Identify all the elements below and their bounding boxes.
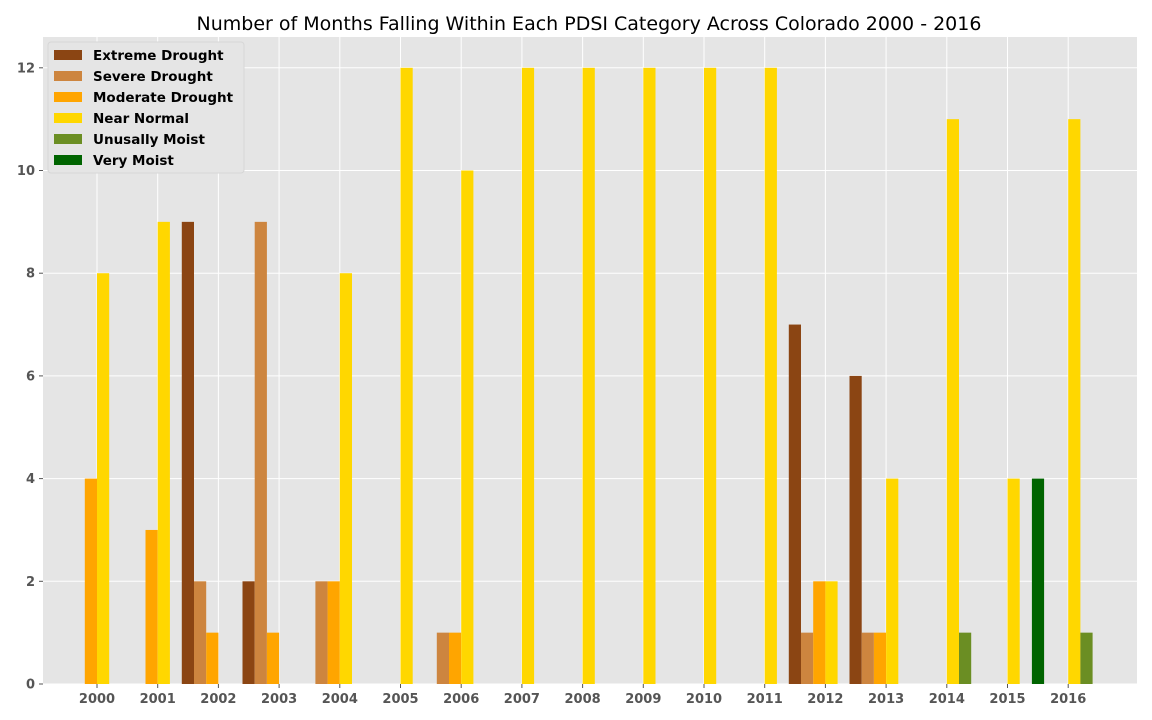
bar-severe-drought-2006 <box>436 632 449 684</box>
y-tick-label: 4 <box>26 472 35 487</box>
y-tick-label: 8 <box>26 267 35 282</box>
bar-moderate-drought-2013 <box>873 632 887 684</box>
legend-swatch <box>54 92 82 102</box>
bar-severe-drought-2004 <box>315 581 328 684</box>
bar-near-normal-2001 <box>157 221 170 684</box>
bar-severe-drought-2013 <box>861 632 874 684</box>
x-tick-label: 2016 <box>1050 692 1086 707</box>
legend-swatch <box>54 134 82 144</box>
x-tick-label: 2006 <box>443 692 479 707</box>
x-tick-label: 2003 <box>261 692 297 707</box>
legend-label: Near Normal <box>93 111 189 127</box>
bar-moderate-drought-2004 <box>327 581 340 684</box>
y-tick-label: 12 <box>17 61 35 76</box>
legend-label: Moderate Drought <box>93 90 234 106</box>
bar-near-normal-2005 <box>400 67 413 685</box>
bar-moderate-drought-2006 <box>449 632 462 684</box>
y-tick-label: 0 <box>26 678 35 693</box>
legend-label: Unusally Moist <box>93 132 205 148</box>
bar-near-normal-2011 <box>764 67 777 685</box>
legend-label: Extreme Drought <box>93 48 224 64</box>
bar-near-normal-2006 <box>461 170 474 684</box>
bar-moderate-drought-2012 <box>813 581 826 684</box>
legend-box <box>47 41 245 174</box>
bar-near-normal-2010 <box>704 67 717 685</box>
bar-moderate-drought-2002 <box>206 632 219 684</box>
bar-near-normal-2015 <box>1007 478 1020 684</box>
x-tick-label: 2001 <box>140 692 176 707</box>
bar-near-normal-2004 <box>339 273 352 684</box>
x-tick-label: 2011 <box>747 692 783 707</box>
x-tick-label: 2007 <box>504 692 540 707</box>
x-tick-label: 2009 <box>625 692 661 707</box>
legend-swatch <box>54 71 82 81</box>
bar-near-normal-2016 <box>1068 119 1081 684</box>
x-tick-label: 2004 <box>322 692 358 707</box>
legend: Extreme Drought Severe Drought Moderate Dr… <box>47 41 245 174</box>
bar-moderate-drought-2001 <box>145 529 158 684</box>
bar-near-normal-2009 <box>643 67 656 685</box>
bar-extreme-drought-2002 <box>181 221 194 684</box>
x-tick-label: 2014 <box>929 692 965 707</box>
legend-label: Very Moist <box>93 153 174 169</box>
y-tick-label: 6 <box>26 369 35 384</box>
bar-extreme-drought-2012 <box>788 324 801 684</box>
x-tick-label: 2005 <box>382 692 418 707</box>
bar-unusally-moist-2016 <box>1080 632 1093 684</box>
bar-severe-drought-2003 <box>254 221 267 684</box>
x-tick-label: 2002 <box>200 692 236 707</box>
bar-very-moist-2015 <box>1031 478 1045 684</box>
bar-near-normal-2000 <box>97 273 110 684</box>
x-tick-label: 2008 <box>565 692 601 707</box>
bar-unusally-moist-2014 <box>959 632 972 684</box>
bars <box>84 67 1093 685</box>
legend-label: Severe Drought <box>93 69 213 85</box>
legend-swatch <box>54 50 82 60</box>
bar-near-normal-2007 <box>521 67 535 685</box>
x-tick-label: 2015 <box>989 692 1025 707</box>
legend-swatch <box>54 155 82 165</box>
x-tick-label: 2013 <box>868 692 904 707</box>
x-tick-label: 2000 <box>79 692 115 707</box>
bar-moderate-drought-2003 <box>266 632 280 684</box>
bar-severe-drought-2002 <box>194 581 207 684</box>
legend-swatch <box>54 113 82 123</box>
y-tick-label: 10 <box>17 164 35 179</box>
bar-extreme-drought-2003 <box>242 581 255 684</box>
x-axis-ticks: 2000 2001 2002 2003 2004 2005 2006 2007 2008 2009… <box>79 684 1086 707</box>
bar-moderate-drought-2000 <box>84 478 97 684</box>
bar-severe-drought-2012 <box>801 632 814 684</box>
bar-near-normal-2014 <box>946 119 959 684</box>
x-tick-label: 2010 <box>686 692 722 707</box>
bar-near-normal-2008 <box>582 67 595 685</box>
bar-extreme-drought-2013 <box>849 375 862 684</box>
y-axis-ticks: 0 2 4 6 8 10 12 <box>17 61 43 693</box>
bar-near-normal-2013 <box>886 478 899 684</box>
x-tick-label: 2012 <box>807 692 843 707</box>
y-tick-label: 2 <box>26 575 35 590</box>
bar-near-normal-2012 <box>825 581 838 684</box>
chart-title: Number of Months Falling Within Each PDS… <box>197 13 982 35</box>
